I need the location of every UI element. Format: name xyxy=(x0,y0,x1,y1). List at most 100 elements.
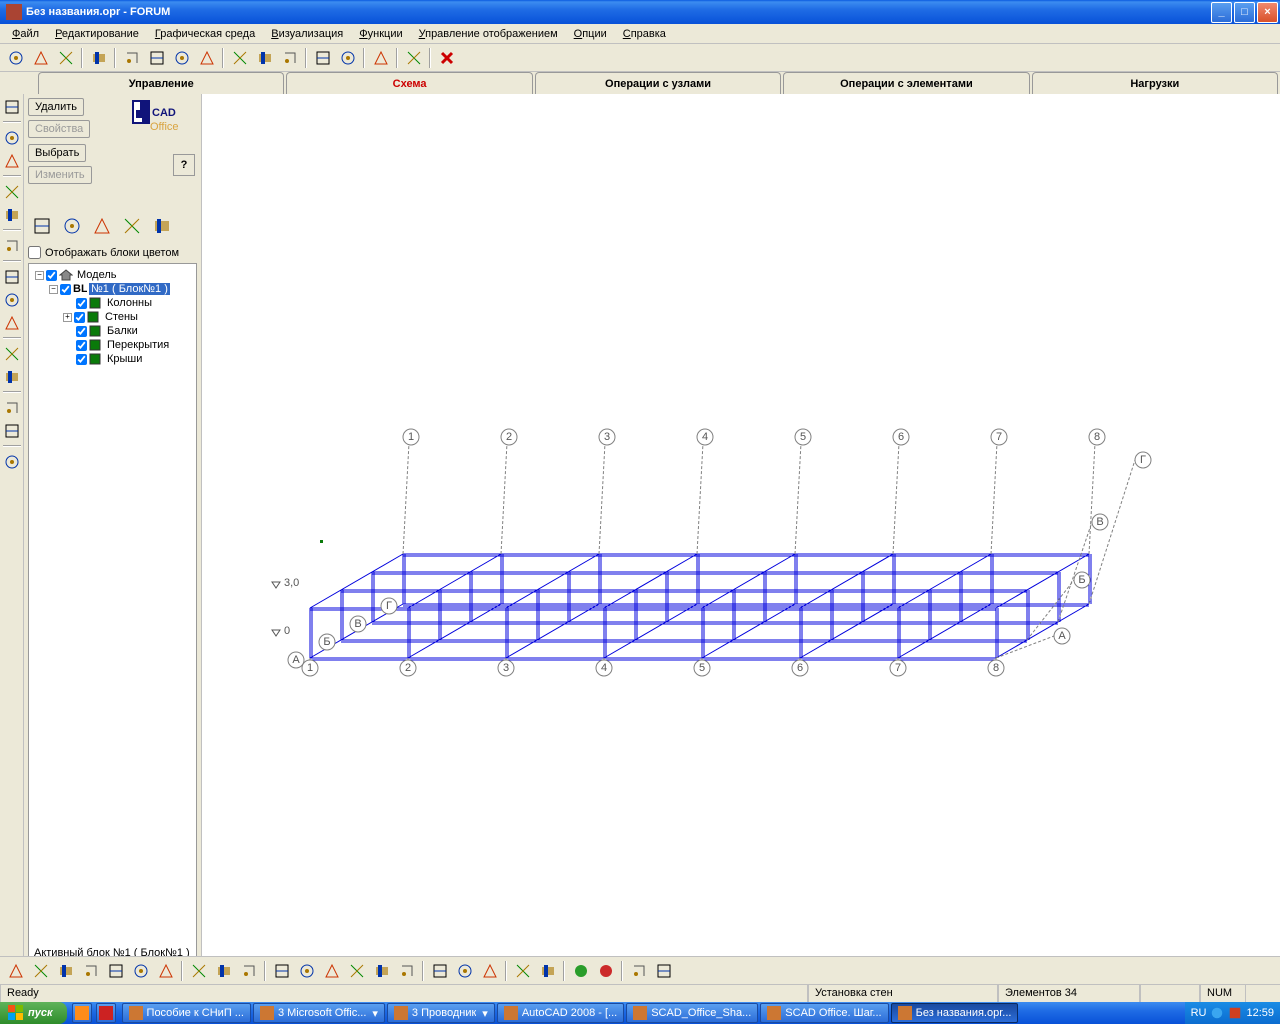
tab-2[interactable]: Операции с узлами xyxy=(535,72,781,94)
select-button[interactable]: Выбрать xyxy=(28,144,86,162)
panel-tool-button[interactable] xyxy=(58,214,86,238)
bottom-toolbar-button[interactable] xyxy=(536,960,559,982)
bottom-toolbar-button[interactable] xyxy=(370,960,393,982)
bottom-toolbar-button[interactable] xyxy=(511,960,534,982)
tree-node[interactable]: +Стены xyxy=(33,310,192,324)
bottom-toolbar-button[interactable] xyxy=(478,960,501,982)
quick-launch-icon[interactable] xyxy=(72,1003,92,1023)
bottom-toolbar-button[interactable] xyxy=(4,960,27,982)
panel-tool-button[interactable] xyxy=(148,214,176,238)
vtoolbar-button[interactable] xyxy=(1,343,22,364)
bottom-toolbar-button[interactable] xyxy=(270,960,293,982)
tree-node[interactable]: −BL№1 ( Блок№1 ) xyxy=(33,282,192,296)
vtoolbar-button[interactable] xyxy=(1,266,22,287)
bottom-toolbar-button[interactable] xyxy=(569,960,592,982)
menu-Функции[interactable]: Функции xyxy=(351,26,410,42)
bottom-toolbar-button[interactable] xyxy=(154,960,177,982)
taskbar-item[interactable]: AutoCAD 2008 - [... xyxy=(497,1003,624,1023)
tree-node[interactable]: −Модель xyxy=(33,268,192,282)
vtoolbar-button[interactable] xyxy=(1,150,22,171)
toolbar-button[interactable] xyxy=(87,47,110,69)
panel-tool-button[interactable] xyxy=(28,214,56,238)
bottom-toolbar-button[interactable] xyxy=(395,960,418,982)
bottom-toolbar-button[interactable] xyxy=(212,960,235,982)
toolbar-button[interactable] xyxy=(54,47,77,69)
tab-1[interactable]: Схема xyxy=(286,72,532,94)
bottom-toolbar-button[interactable] xyxy=(627,960,650,982)
toolbar-button[interactable] xyxy=(253,47,276,69)
viewport[interactable]: 1234567812345678ААББВВГГ03,0 xyxy=(202,94,1280,962)
system-tray[interactable]: RU 12:59 xyxy=(1185,1002,1280,1024)
vtoolbar-button[interactable] xyxy=(1,96,22,117)
bottom-toolbar-button[interactable] xyxy=(29,960,52,982)
bottom-toolbar-button[interactable] xyxy=(187,960,210,982)
bottom-toolbar-button[interactable] xyxy=(54,960,77,982)
minimize-button[interactable]: _ xyxy=(1211,2,1232,23)
language-indicator[interactable]: RU xyxy=(1191,1007,1207,1019)
toolbar-button[interactable] xyxy=(336,47,359,69)
toolbar-button[interactable] xyxy=(195,47,218,69)
vtoolbar-button[interactable] xyxy=(1,420,22,441)
toolbar-button[interactable] xyxy=(170,47,193,69)
menu-Редактирование[interactable]: Редактирование xyxy=(47,26,147,42)
tree-node[interactable]: Перекрытия xyxy=(33,338,192,352)
taskbar-item[interactable]: 3 Проводник▾ xyxy=(387,1003,495,1023)
bottom-toolbar-button[interactable] xyxy=(104,960,127,982)
properties-button[interactable]: Свойства xyxy=(28,120,90,138)
vtoolbar-button[interactable] xyxy=(1,204,22,225)
model-tree[interactable]: −Модель−BL№1 ( Блок№1 )Колонны+СтеныБалк… xyxy=(28,263,197,958)
toolbar-button[interactable] xyxy=(4,47,27,69)
maximize-button[interactable]: □ xyxy=(1234,2,1255,23)
toolbar-button[interactable] xyxy=(228,47,251,69)
vtoolbar-button[interactable] xyxy=(1,181,22,202)
close-button[interactable]: × xyxy=(1257,2,1278,23)
start-button[interactable]: пуск xyxy=(0,1002,67,1024)
quick-launch-icon[interactable] xyxy=(96,1003,116,1023)
vtoolbar-button[interactable] xyxy=(1,235,22,256)
menu-Справка[interactable]: Справка xyxy=(615,26,674,42)
edit-button[interactable]: Изменить xyxy=(28,166,92,184)
taskbar-item[interactable]: SCAD_Office_Sha... xyxy=(626,1003,758,1023)
tab-4[interactable]: Нагрузки xyxy=(1032,72,1278,94)
bottom-toolbar-button[interactable] xyxy=(295,960,318,982)
tree-node[interactable]: Колонны xyxy=(33,296,192,310)
bottom-toolbar-button[interactable] xyxy=(320,960,343,982)
bottom-toolbar-button[interactable] xyxy=(237,960,260,982)
menu-Опции[interactable]: Опции xyxy=(566,26,615,42)
menu-Управление отображением[interactable]: Управление отображением xyxy=(411,26,566,42)
bottom-toolbar-button[interactable] xyxy=(453,960,476,982)
delete-button[interactable]: Удалить xyxy=(28,98,84,116)
taskbar-item[interactable]: Без названия.opr... xyxy=(891,1003,1019,1023)
toolbar-button[interactable] xyxy=(29,47,52,69)
toolbar-button[interactable] xyxy=(120,47,143,69)
toolbar-button[interactable] xyxy=(369,47,392,69)
tab-0[interactable]: Управление xyxy=(38,72,284,94)
vtoolbar-button[interactable] xyxy=(1,366,22,387)
bottom-toolbar-button[interactable] xyxy=(652,960,675,982)
menu-Визуализация[interactable]: Визуализация xyxy=(263,26,351,42)
vtoolbar-button[interactable] xyxy=(1,289,22,310)
vtoolbar-button[interactable] xyxy=(1,127,22,148)
panel-tool-button[interactable] xyxy=(88,214,116,238)
vtoolbar-button[interactable] xyxy=(1,451,22,472)
tab-3[interactable]: Операции с элементами xyxy=(783,72,1029,94)
bottom-toolbar-button[interactable] xyxy=(79,960,102,982)
toolbar-button[interactable] xyxy=(435,47,458,69)
bottom-toolbar-button[interactable] xyxy=(129,960,152,982)
toolbar-button[interactable] xyxy=(402,47,425,69)
color-blocks-checkbox[interactable] xyxy=(28,246,41,259)
tree-node[interactable]: Крыши xyxy=(33,352,192,366)
taskbar-item[interactable]: Пособие к СНиП ... xyxy=(122,1003,251,1023)
panel-tool-button[interactable] xyxy=(118,214,146,238)
bottom-toolbar-button[interactable] xyxy=(428,960,451,982)
tree-node[interactable]: Балки xyxy=(33,324,192,338)
vtoolbar-button[interactable] xyxy=(1,397,22,418)
menu-Файл[interactable]: Файл xyxy=(4,26,47,42)
menu-Графическая среда[interactable]: Графическая среда xyxy=(147,26,263,42)
vtoolbar-button[interactable] xyxy=(1,312,22,333)
bottom-toolbar-button[interactable] xyxy=(594,960,617,982)
bottom-toolbar-button[interactable] xyxy=(345,960,368,982)
toolbar-button[interactable] xyxy=(278,47,301,69)
toolbar-button[interactable] xyxy=(311,47,334,69)
toolbar-button[interactable] xyxy=(145,47,168,69)
